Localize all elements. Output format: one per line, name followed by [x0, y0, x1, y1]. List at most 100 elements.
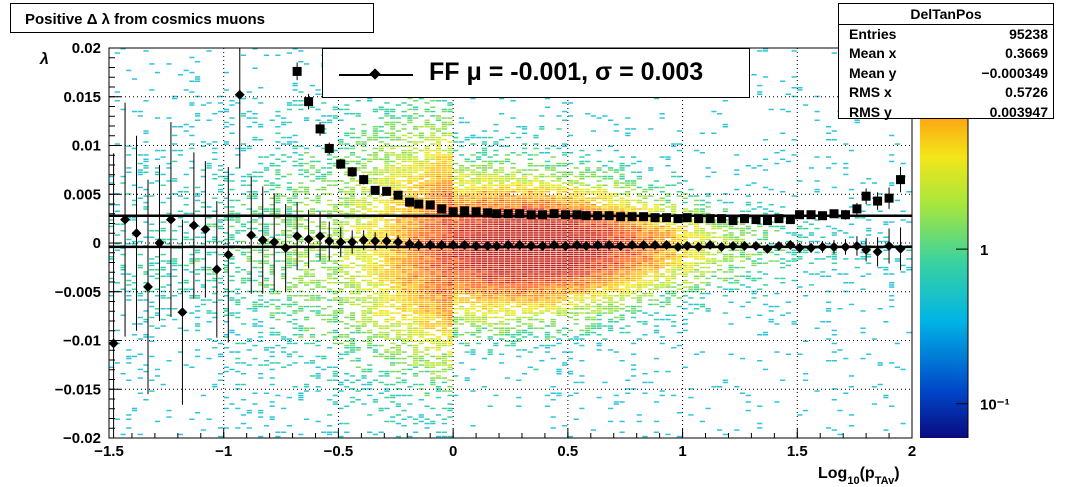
- heatmap-cell: [413, 366, 419, 368]
- heatmap-cell: [160, 156, 166, 158]
- heatmap-cell: [487, 271, 493, 273]
- heatmap-cell: [424, 167, 430, 169]
- heatmap-cell: [493, 225, 499, 228]
- heatmap-cell: [349, 381, 356, 384]
- heatmap-cell: [458, 223, 465, 225]
- heatmap-cell: [367, 288, 373, 290]
- heatmap-cell: [281, 219, 287, 221]
- heatmap-cell: [550, 264, 556, 267]
- heatmap-cell: [413, 362, 419, 364]
- heatmap-cell: [309, 360, 315, 362]
- heatmap-cell: [195, 249, 201, 251]
- heatmap-cell: [562, 173, 568, 176]
- heatmap-cell: [539, 279, 545, 282]
- heatmap-cell: [338, 204, 344, 206]
- heatmap-cell: [516, 182, 522, 184]
- heatmap-cell: [418, 284, 424, 286]
- heatmap-cell: [327, 277, 333, 280]
- heatmap-cell: [401, 167, 407, 169]
- heatmap-cell: [458, 269, 465, 271]
- heatmap-cell: [476, 178, 482, 180]
- heatmap-cell: [464, 167, 470, 169]
- heatmap-cell: [384, 288, 390, 290]
- heatmap-cell: [298, 158, 304, 160]
- heatmap-cell: [430, 277, 436, 280]
- heatmap-cell: [401, 152, 407, 154]
- heatmap-cell: [304, 383, 310, 386]
- heatmap-cell: [533, 290, 539, 293]
- heatmap-cell: [332, 262, 338, 264]
- heatmap-cell: [516, 321, 522, 323]
- heatmap-cell: [510, 284, 516, 286]
- heatmap-cell: [166, 275, 172, 277]
- heatmap-cell: [418, 342, 424, 345]
- heatmap-cell: [430, 325, 436, 327]
- heatmap-cell: [395, 130, 401, 132]
- heatmap-cell: [435, 143, 442, 145]
- heatmap-cell: [539, 128, 545, 130]
- heatmap-cell: [367, 223, 373, 225]
- heatmap-cell: [476, 318, 482, 321]
- heatmap-cell: [522, 184, 528, 186]
- heatmap-cell: [527, 262, 533, 264]
- heatmap-cell: [327, 173, 333, 176]
- heatmap-cell: [344, 347, 350, 349]
- heatmap-cell: [567, 115, 574, 117]
- heatmap-cell: [499, 219, 505, 221]
- heatmap-cell: [499, 271, 505, 273]
- heatmap-cell: [378, 260, 384, 262]
- heatmap-cell: [499, 169, 505, 171]
- heatmap-cell: [447, 193, 453, 195]
- heatmap-cell: [556, 180, 562, 182]
- heatmap-cell: [453, 178, 459, 180]
- heatmap-cell: [573, 208, 579, 210]
- heatmap-cell: [418, 234, 424, 236]
- heatmap-cell: [355, 141, 361, 143]
- heatmap-cell: [539, 266, 545, 269]
- heatmap-cell: [401, 139, 407, 141]
- heatmap-cell: [499, 249, 505, 251]
- heatmap-cell: [567, 238, 574, 241]
- heatmap-cell: [562, 225, 568, 228]
- heatmap-cell: [149, 379, 155, 381]
- heatmap-cell: [344, 431, 350, 433]
- heatmap-cell: [309, 160, 315, 163]
- heatmap-cell: [493, 204, 499, 206]
- heatmap-cell: [504, 329, 510, 332]
- heatmap-cell: [298, 269, 304, 271]
- heatmap-cell: [154, 273, 161, 275]
- heatmap-cell: [458, 251, 465, 254]
- heatmap-cell: [378, 334, 384, 336]
- heatmap-cell: [418, 351, 424, 353]
- heatmap-cell: [470, 316, 476, 319]
- heatmap-cell: [510, 199, 516, 202]
- heatmap-cell: [481, 221, 487, 223]
- heatmap-cell: [458, 182, 465, 184]
- heatmap-cell: [522, 191, 528, 193]
- heatmap-cell: [189, 143, 195, 145]
- heatmap-cell: [355, 286, 361, 288]
- heatmap-cell: [395, 139, 401, 141]
- heatmap-cell: [447, 282, 453, 284]
- heatmap-cell: [390, 178, 396, 180]
- heatmap-cell: [258, 284, 264, 286]
- heatmap-cell: [355, 221, 361, 223]
- heatmap-cell: [154, 314, 161, 316]
- heatmap-cell: [298, 145, 304, 147]
- heatmap-cell: [378, 236, 384, 238]
- heatmap-cell: [413, 290, 419, 293]
- heatmap-cell: [349, 197, 356, 199]
- heatmap-cell: [458, 362, 465, 364]
- heatmap-cell: [395, 277, 401, 280]
- heatmap-cell: [481, 275, 487, 277]
- heatmap-cell: [556, 236, 562, 238]
- heatmap-cell: [504, 225, 510, 228]
- heatmap-cell: [481, 256, 487, 258]
- heatmap-cell: [481, 130, 487, 132]
- heatmap-cell: [355, 230, 361, 232]
- heatmap-cell: [441, 184, 447, 186]
- heatmap-cell: [378, 136, 384, 139]
- heatmap-cell: [470, 305, 476, 308]
- heatmap-cell: [229, 279, 235, 282]
- heatmap-cell: [441, 238, 447, 241]
